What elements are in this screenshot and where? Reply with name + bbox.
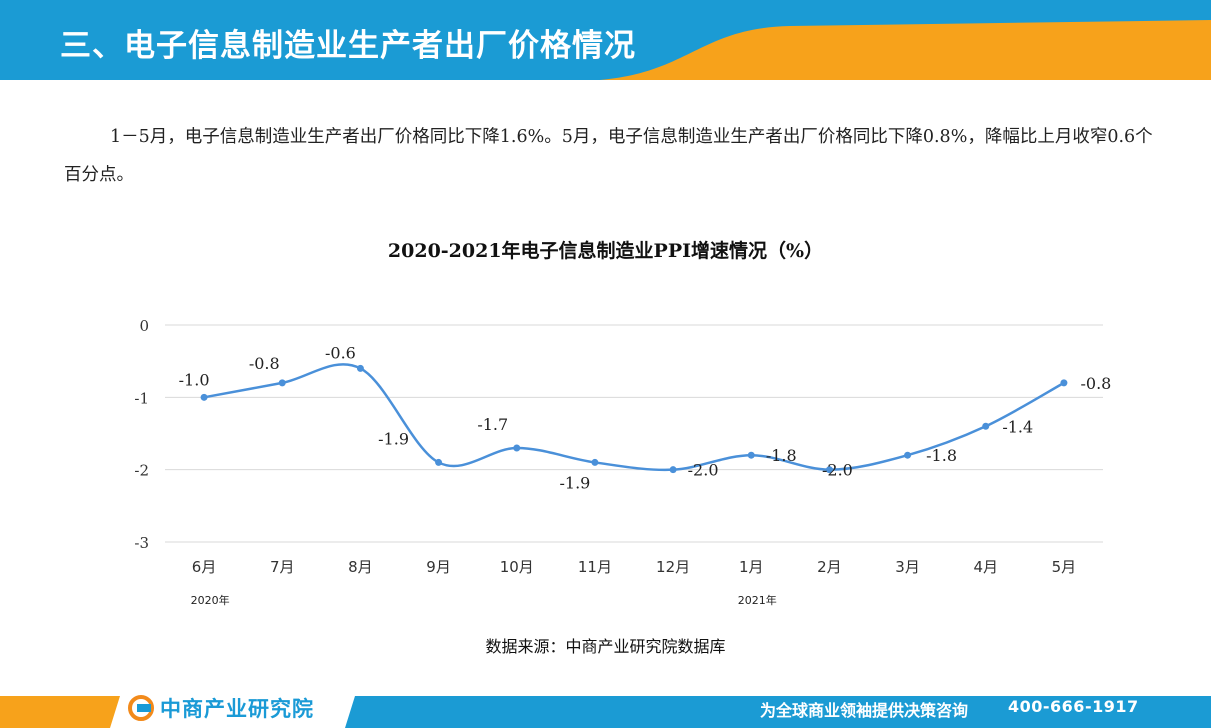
x-tick-label: 10月 xyxy=(500,558,534,576)
x-tick-label: 4月 xyxy=(973,558,998,576)
x-tick-label: 11月 xyxy=(578,558,612,576)
x-tick-label: 3月 xyxy=(895,558,920,576)
x-tick-label: 2月 xyxy=(817,558,842,576)
chart-title: 2020-2021年电子信息制造业PPI增速情况（%） xyxy=(387,240,824,262)
data-label: -1.8 xyxy=(926,446,957,465)
data-point xyxy=(278,379,286,387)
data-label: -2.0 xyxy=(822,461,853,480)
data-point xyxy=(1060,379,1068,387)
data-label: -2.0 xyxy=(688,461,719,480)
footer-slogan: 为全球商业领袖提供决策咨询 xyxy=(760,701,969,720)
y-tick-label: 0 xyxy=(139,317,149,335)
x-tick-label: 5月 xyxy=(1052,558,1077,576)
y-tick-label: -1 xyxy=(134,389,149,407)
data-source: 数据来源：中商产业研究院数据库 xyxy=(485,637,726,656)
x-tick-label: 6月 xyxy=(192,558,217,576)
logo-text: 中商产业研究院 xyxy=(160,697,314,721)
year-label: 2021年 xyxy=(738,593,777,607)
data-label: -0.6 xyxy=(325,343,356,362)
x-tick-label: 9月 xyxy=(426,558,451,576)
x-tick-label: 7月 xyxy=(270,558,295,576)
data-point xyxy=(591,458,599,466)
page-title: 三、电子信息制造业生产者出厂价格情况 xyxy=(60,28,636,64)
data-point xyxy=(200,393,208,401)
data-label: -1.4 xyxy=(1002,417,1033,436)
y-tick-label: -3 xyxy=(134,534,149,552)
header-background xyxy=(0,0,1211,80)
data-point xyxy=(669,466,677,474)
data-point xyxy=(513,444,521,452)
header-banner: 三、电子信息制造业生产者出厂价格情况 xyxy=(0,0,1211,80)
data-point xyxy=(982,422,990,430)
x-tick-label: 1月 xyxy=(739,558,764,576)
logo-mark-icon xyxy=(128,695,154,721)
ppi-line-chart: 0 -1 -2 -3 6月 7月 8月 9月 10月 11月 12月 1月 2月 3月 4月 5月 2020年 2… xyxy=(134,317,1111,607)
data-point xyxy=(904,451,912,459)
y-tick-label: -2 xyxy=(134,462,149,480)
footer-bar xyxy=(0,690,1211,728)
data-point xyxy=(435,458,443,466)
data-label: -1.0 xyxy=(179,370,210,389)
footer-background xyxy=(0,696,1211,728)
company-logo: 中商产业研究院 xyxy=(128,694,314,722)
x-tick-label: 12月 xyxy=(656,558,690,576)
data-label: -0.8 xyxy=(249,354,280,373)
footer-phone: 400-666-1917 xyxy=(1008,697,1139,716)
data-label: -1.9 xyxy=(559,473,590,492)
data-label: -0.8 xyxy=(1080,374,1111,393)
data-label: -1.9 xyxy=(378,429,409,448)
data-point xyxy=(747,451,755,459)
data-point xyxy=(825,466,833,474)
x-tick-label: 8月 xyxy=(348,558,373,576)
year-label: 2020年 xyxy=(191,593,230,607)
summary-paragraph: 1－5月，电子信息制造业生产者出厂价格同比下降1.6%。5月，电子信息制造业生产… xyxy=(64,127,1153,185)
data-label: -1.8 xyxy=(766,446,797,465)
data-point xyxy=(356,364,364,372)
data-label: -1.7 xyxy=(477,415,508,434)
